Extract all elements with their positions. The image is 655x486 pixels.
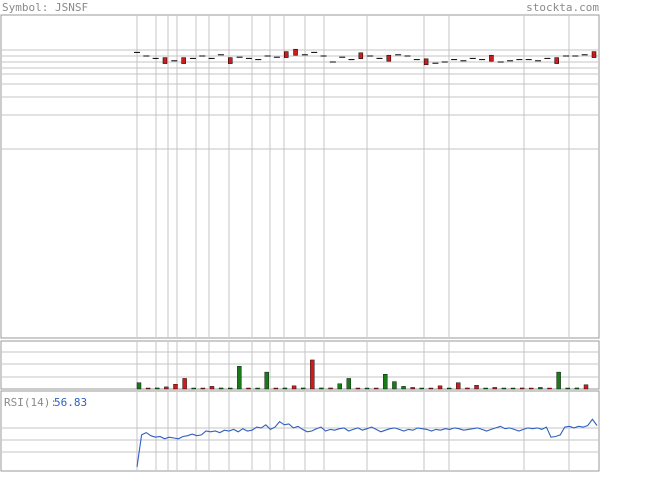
volume-bar: [246, 387, 251, 390]
volume-bar: [291, 385, 297, 390]
volume-bar: [355, 387, 361, 390]
volume-bar: [136, 382, 142, 390]
volume-bar: [483, 387, 488, 390]
volume-bar: [200, 387, 206, 390]
volume-bar: [401, 386, 406, 390]
volume-bar: [337, 383, 342, 390]
volume-bar: [529, 387, 534, 390]
rsi-panel: [0, 390, 600, 472]
volume-bar: [364, 387, 370, 390]
rsi-value: 56.83: [54, 396, 87, 409]
rsi-line-group: [136, 418, 598, 467]
symbol-title: Symbol: JSNSF: [2, 1, 88, 14]
volume-bar: [282, 387, 288, 390]
price-candle: [358, 52, 364, 60]
volume-bar: [501, 387, 507, 390]
brand-link[interactable]: stockta.com: [526, 1, 599, 14]
volume-bar: [428, 387, 434, 390]
volume-bar: [228, 387, 233, 390]
price-candle: [554, 57, 559, 64]
price-candle: [591, 51, 597, 58]
volume-bar: [255, 387, 260, 390]
volume-bar: [218, 387, 224, 390]
volume-bar: [456, 382, 461, 390]
volume-bar: [145, 387, 151, 390]
volume-bar: [410, 387, 415, 390]
price-candle: [423, 58, 429, 66]
rsi-label: RSI(14):: [4, 396, 57, 409]
volume-panel: [0, 340, 600, 390]
grid-lines: [2, 16, 598, 470]
volume-bar: [383, 374, 388, 390]
price-candle: [162, 57, 168, 64]
volume-bar: [446, 387, 452, 390]
volume-bar: [164, 386, 169, 390]
volume-bar: [237, 366, 242, 390]
volume-bar: [538, 387, 543, 390]
volume-bar: [273, 387, 279, 390]
volume-bar: [392, 381, 397, 390]
volume-bar: [437, 385, 443, 390]
volume-bar: [191, 387, 196, 390]
volume-bar: [182, 378, 187, 390]
volume-bar: [556, 371, 561, 390]
volume-bar: [346, 378, 352, 390]
price-candle: [283, 51, 289, 58]
volume-bar: [173, 384, 178, 390]
volume-bar: [474, 385, 479, 390]
volume-bar: [519, 387, 525, 390]
rsi-line: [136, 418, 598, 467]
volume-bar: [547, 387, 552, 390]
price-candles: [134, 48, 597, 66]
price-candle: [293, 48, 298, 56]
volume-bar: [574, 387, 580, 390]
price-candle: [386, 54, 392, 62]
volume-bar: [264, 371, 269, 390]
volume-bar: [583, 384, 589, 390]
volume-bar: [565, 387, 570, 390]
price-panel: [0, 14, 600, 339]
volume-bar: [155, 387, 160, 390]
volume-bar: [419, 387, 424, 390]
volume-bar: [492, 387, 497, 390]
price-candle: [489, 54, 494, 62]
volume-bar: [373, 387, 379, 390]
volume-bar: [209, 386, 215, 390]
price-candle: [181, 57, 186, 64]
volume-bar: [310, 359, 315, 390]
volume-bar: [301, 387, 306, 390]
volume-bar: [465, 387, 470, 390]
price-candle: [228, 57, 233, 64]
volume-bar: [328, 387, 333, 390]
volume-bar: [319, 387, 324, 390]
volume-bars: [136, 359, 589, 390]
volume-bar: [510, 387, 516, 390]
